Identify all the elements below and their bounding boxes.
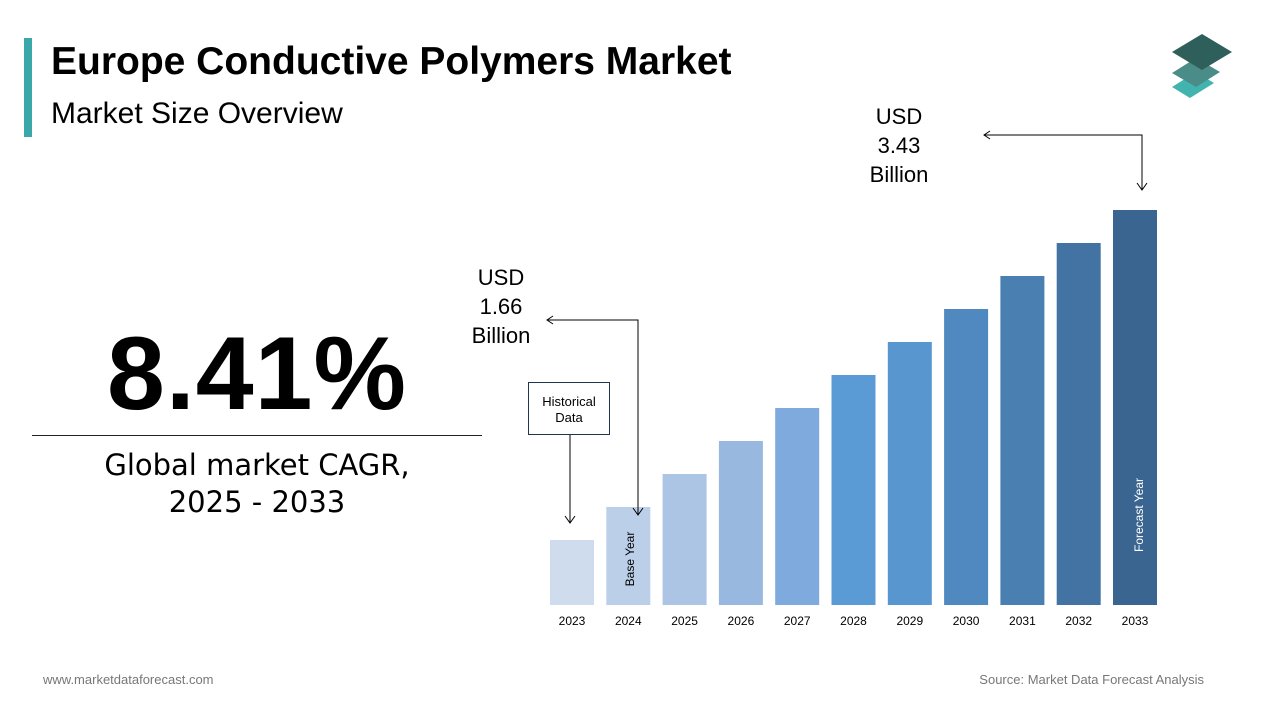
cagr-label-line1: Global market CAGR, [104, 448, 410, 482]
historical-label-2: Data [555, 410, 583, 425]
bar-2023 [550, 540, 594, 605]
website-link[interactable]: www.marketdataforecast.com [43, 672, 214, 687]
x-tick-label: 2031 [1009, 614, 1036, 628]
x-tick-label: 2033 [1122, 614, 1149, 628]
arrows [546, 130, 1148, 524]
end-arrow [983, 130, 1148, 191]
historical-arrow [564, 435, 576, 524]
title-accent-bar [24, 38, 32, 137]
bar-2028 [831, 375, 876, 605]
bar-2024 [606, 507, 651, 605]
start-unit: USD [477, 265, 525, 290]
start-value-annotation: USD 1.66 Billion [460, 263, 542, 350]
start-arrow [546, 315, 644, 516]
start-scale: Billion [471, 323, 531, 348]
bar-2031 [1000, 276, 1045, 605]
page-subtitle: Market Size Overview [51, 97, 343, 130]
x-tick-label: 2032 [1065, 614, 1092, 628]
base-year-label: Base Year [623, 532, 637, 587]
start-value: 1.66 [479, 294, 523, 319]
logo-icon [1172, 34, 1232, 98]
page-title: Europe Conductive Polymers Market [51, 40, 732, 83]
x-tick-label: 2026 [728, 614, 755, 628]
historical-label-1: Historical [542, 394, 596, 409]
x-tick-label: 2027 [784, 614, 811, 628]
end-scale: Billion [869, 162, 929, 187]
x-tick-label: 2029 [896, 614, 923, 628]
bar-2026 [718, 441, 763, 605]
bar-2032 [1056, 243, 1101, 605]
end-value-annotation: USD 3.43 Billion [858, 102, 940, 189]
x-tick-label: 2030 [953, 614, 980, 628]
bar-2029 [887, 342, 932, 605]
divider [32, 435, 482, 436]
historical-data-box: Historical Data [528, 382, 610, 435]
cagr-label-line2: 2025 - 2033 [168, 485, 346, 519]
bar-2025 [662, 474, 707, 605]
cagr-value: 8.41% [107, 316, 407, 432]
source-note: Source: Market Data Forecast Analysis [979, 672, 1204, 687]
bar-2027 [775, 408, 820, 605]
cagr-label: Global market CAGR, 2025 - 2033 [32, 447, 482, 521]
x-tick-label: 2023 [559, 614, 586, 628]
end-value: 3.43 [877, 133, 921, 158]
x-tick-label: 2025 [671, 614, 698, 628]
bar-2030 [944, 309, 989, 605]
forecast-year-label: Forecast Year [1132, 478, 1146, 552]
end-unit: USD [875, 104, 923, 129]
x-tick-label: 2024 [615, 614, 642, 628]
bar-2033 [1113, 210, 1157, 605]
x-tick-label: 2028 [840, 614, 867, 628]
